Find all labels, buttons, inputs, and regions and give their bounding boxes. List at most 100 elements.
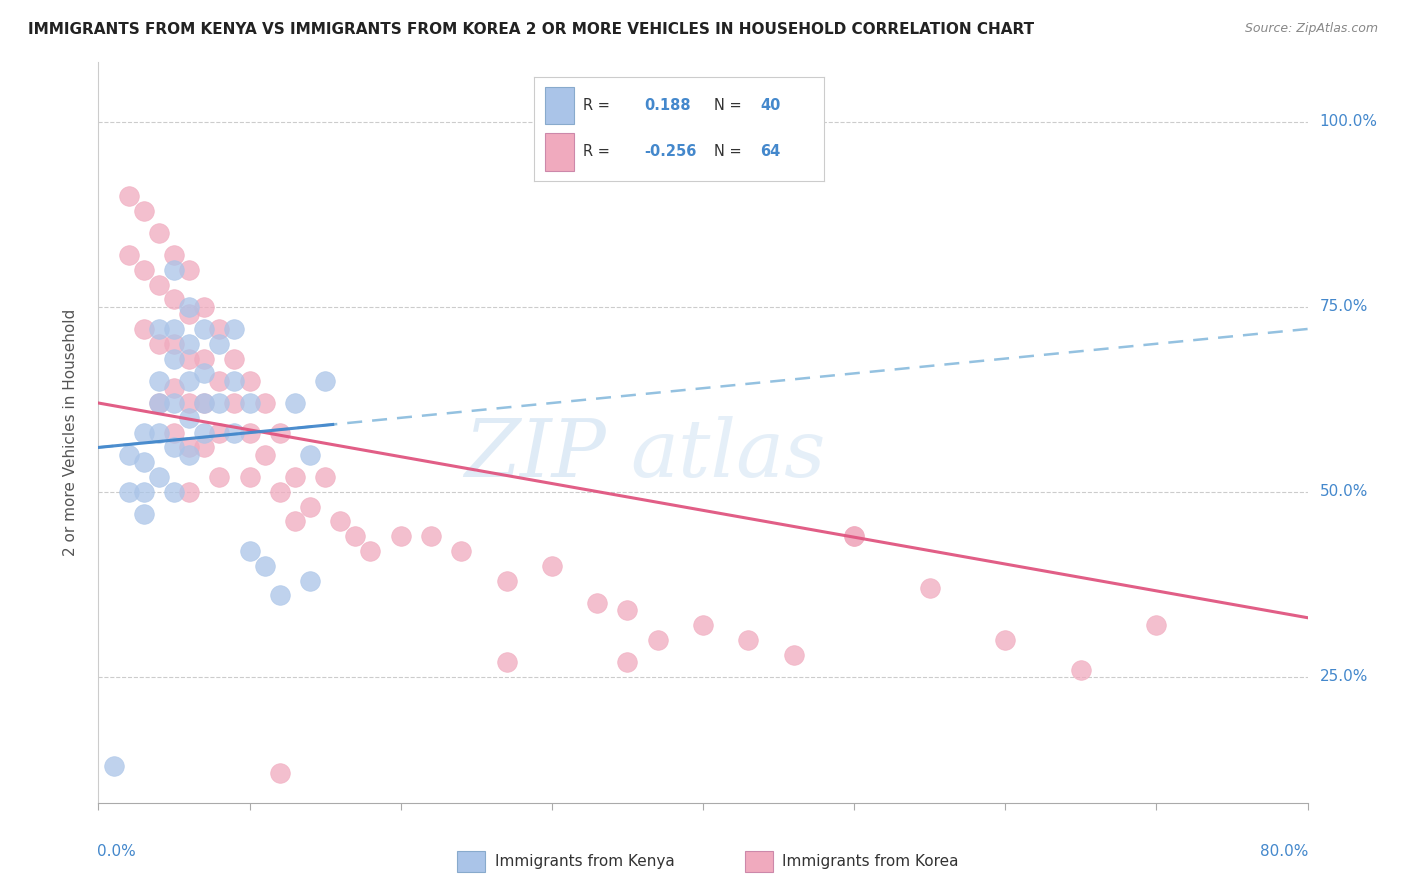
Point xyxy=(132,262,155,277)
Text: 80.0%: 80.0% xyxy=(1260,844,1309,858)
Point xyxy=(193,441,215,455)
Point xyxy=(253,558,276,573)
Point xyxy=(299,448,322,462)
Point xyxy=(994,632,1017,647)
Point xyxy=(239,544,262,558)
Point xyxy=(224,374,246,388)
Point xyxy=(344,529,367,543)
Text: atlas: atlas xyxy=(630,416,825,493)
Text: 100.0%: 100.0% xyxy=(1320,114,1378,129)
Text: ZIP: ZIP xyxy=(464,416,606,493)
Point xyxy=(239,396,262,410)
Point xyxy=(329,515,352,529)
Point xyxy=(360,544,382,558)
Point xyxy=(163,484,186,499)
Point xyxy=(420,529,443,543)
Point xyxy=(299,574,322,588)
Point xyxy=(179,396,201,410)
Point xyxy=(224,425,246,440)
Point xyxy=(193,396,215,410)
Point xyxy=(148,425,170,440)
Point xyxy=(208,396,231,410)
Point xyxy=(193,322,215,336)
Point xyxy=(132,203,155,218)
Point xyxy=(193,367,215,381)
Point xyxy=(118,448,141,462)
Text: Immigrants from Kenya: Immigrants from Kenya xyxy=(495,855,675,869)
Point xyxy=(299,500,322,514)
Point xyxy=(224,396,246,410)
Point xyxy=(132,455,155,469)
Text: 50.0%: 50.0% xyxy=(1320,484,1368,500)
Point xyxy=(844,529,866,543)
Point xyxy=(269,484,291,499)
Point xyxy=(269,425,291,440)
Point xyxy=(208,374,231,388)
Point xyxy=(208,322,231,336)
Point xyxy=(495,655,517,669)
Point xyxy=(179,448,201,462)
Point xyxy=(540,558,562,573)
Point xyxy=(193,396,215,410)
Point xyxy=(132,507,155,521)
Point xyxy=(163,248,186,262)
Point xyxy=(737,632,759,647)
Point xyxy=(148,336,170,351)
Point xyxy=(163,381,186,395)
Point xyxy=(284,396,307,410)
Point xyxy=(783,648,806,662)
Point xyxy=(179,307,201,321)
Point xyxy=(179,374,201,388)
Point xyxy=(132,425,155,440)
Point xyxy=(269,589,291,603)
Point xyxy=(179,351,201,366)
Point xyxy=(193,425,215,440)
Point xyxy=(148,226,170,240)
Point xyxy=(163,322,186,336)
Point xyxy=(208,470,231,484)
Text: 25.0%: 25.0% xyxy=(1320,669,1368,684)
Point xyxy=(103,758,125,772)
Point xyxy=(193,300,215,314)
Point xyxy=(239,470,262,484)
Point xyxy=(647,632,669,647)
Point xyxy=(253,448,276,462)
Point xyxy=(163,293,186,307)
Point xyxy=(148,396,170,410)
Point xyxy=(284,515,307,529)
Point xyxy=(118,188,141,202)
Point xyxy=(1144,618,1167,632)
Point xyxy=(616,603,638,617)
Text: 0.0%: 0.0% xyxy=(97,844,136,858)
Point xyxy=(495,574,517,588)
Point xyxy=(179,410,201,425)
Point xyxy=(450,544,472,558)
Point xyxy=(118,484,141,499)
Point xyxy=(132,322,155,336)
Point xyxy=(163,396,186,410)
Point xyxy=(148,322,170,336)
Y-axis label: 2 or more Vehicles in Household: 2 or more Vehicles in Household xyxy=(63,309,77,557)
Point xyxy=(148,277,170,292)
Point xyxy=(692,618,714,632)
Point xyxy=(132,484,155,499)
Point xyxy=(179,336,201,351)
Point xyxy=(389,529,412,543)
Point xyxy=(616,655,638,669)
Point xyxy=(586,596,609,610)
Point xyxy=(239,425,262,440)
Point xyxy=(118,248,141,262)
Point xyxy=(179,300,201,314)
Point xyxy=(163,425,186,440)
Point xyxy=(163,351,186,366)
Point xyxy=(1070,663,1092,677)
Text: Immigrants from Korea: Immigrants from Korea xyxy=(782,855,959,869)
Point xyxy=(844,529,866,543)
Point xyxy=(163,262,186,277)
Point xyxy=(208,425,231,440)
Point xyxy=(179,441,201,455)
Point xyxy=(224,351,246,366)
Point xyxy=(918,581,941,595)
Point xyxy=(208,336,231,351)
Point xyxy=(224,322,246,336)
